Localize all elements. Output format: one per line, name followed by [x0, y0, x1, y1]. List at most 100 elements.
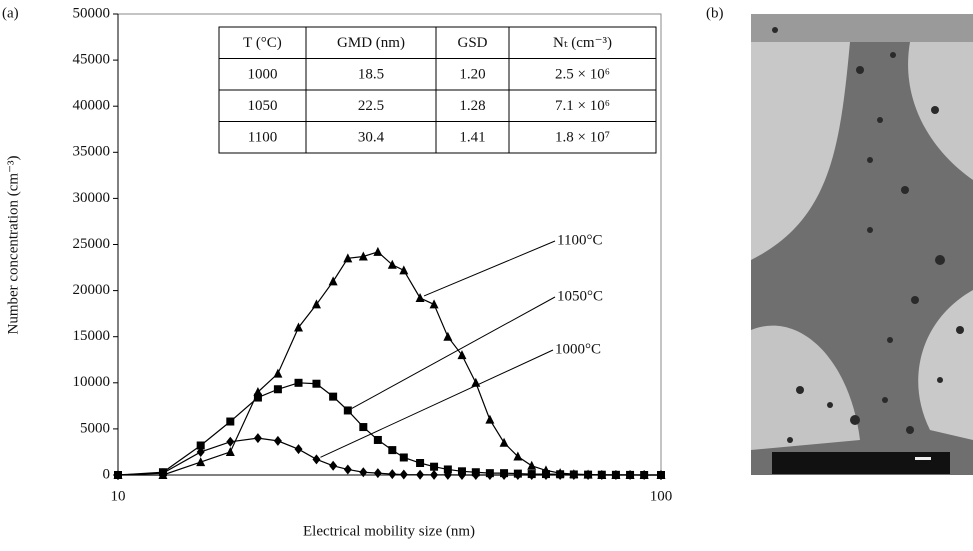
marker: [273, 385, 282, 394]
marker: [329, 460, 338, 471]
marker: [253, 433, 262, 444]
table-header: T (°C): [243, 35, 282, 51]
marker: [253, 393, 262, 402]
marker: [527, 460, 537, 470]
marker: [373, 468, 382, 479]
series-label: 1000°C: [555, 341, 601, 357]
x-tick-label: 10: [111, 488, 126, 504]
y-tick-label: 20000: [73, 282, 111, 298]
marker: [196, 441, 205, 450]
panel-label: (b): [706, 5, 724, 21]
marker: [158, 468, 167, 479]
marker: [443, 469, 452, 480]
y-axis-label: Number concentration (cm⁻³): [5, 155, 21, 334]
y-tick-label: 45000: [73, 52, 111, 68]
marker: [399, 265, 409, 275]
y-tick-label: 5000: [80, 420, 110, 436]
marker: [294, 378, 303, 387]
marker: [513, 470, 522, 480]
marker: [399, 453, 408, 462]
marker: [430, 469, 439, 480]
y-tick-label: 10000: [73, 374, 111, 390]
series-label: 1050°C: [557, 288, 603, 304]
marker: [329, 392, 338, 401]
marker: [373, 246, 383, 256]
leader-line: [320, 349, 554, 458]
leader-line: [351, 296, 556, 409]
marker: [358, 251, 368, 261]
table-cell: 1.41: [459, 130, 485, 146]
marker: [485, 414, 495, 424]
marker: [196, 446, 205, 457]
marker: [343, 253, 353, 263]
table-cell: 2.5 × 10⁶: [555, 67, 610, 83]
table-cell: 1050: [248, 98, 278, 114]
marker: [225, 446, 235, 456]
marker: [388, 446, 397, 455]
marker: [471, 470, 480, 480]
x-tick-label: 100: [650, 488, 673, 504]
marker: [513, 451, 523, 461]
x-axis-label: Electrical mobility size (nm): [303, 523, 475, 539]
marker: [443, 331, 453, 341]
marker: [273, 368, 283, 378]
table-cell: 18.5: [358, 67, 384, 83]
marker: [311, 299, 321, 309]
marker: [485, 470, 494, 480]
marker: [387, 259, 397, 269]
marker: [359, 423, 368, 432]
marker: [373, 435, 382, 444]
marker: [527, 470, 536, 480]
panel-label: (a): [2, 5, 19, 21]
marker: [541, 470, 550, 480]
table-cell: 30.4: [358, 130, 385, 146]
y-tick-label: 35000: [73, 144, 111, 160]
marker: [359, 467, 368, 478]
marker: [569, 470, 578, 480]
marker: [312, 379, 321, 388]
y-tick-label: 0: [103, 466, 111, 482]
marker: [226, 436, 235, 447]
marker: [196, 457, 206, 467]
marker: [500, 470, 509, 480]
y-tick-label: 40000: [73, 98, 111, 114]
marker: [312, 454, 321, 465]
marker: [416, 459, 425, 468]
table-cell: 1.20: [459, 67, 485, 83]
marker: [294, 444, 303, 455]
table-header: Nₜ (cm⁻³): [553, 35, 612, 51]
marker: [430, 462, 439, 471]
marker: [399, 469, 408, 480]
table-cell: 22.5: [358, 98, 384, 114]
y-tick-label: 25000: [73, 236, 111, 252]
y-tick-label: 30000: [73, 190, 111, 206]
marker: [343, 406, 352, 415]
marker: [457, 350, 467, 360]
marker: [640, 470, 649, 480]
marker: [429, 299, 439, 309]
marker: [443, 465, 452, 474]
marker: [597, 470, 606, 480]
table-cell: 1.28: [459, 98, 485, 114]
table-cell: 7.1 × 10⁶: [555, 98, 610, 114]
leader-line: [423, 240, 556, 297]
marker: [273, 435, 282, 446]
marker: [457, 470, 466, 480]
marker: [294, 322, 304, 332]
marker: [611, 470, 620, 480]
table-cell: 1.8 × 10⁷: [555, 130, 610, 146]
y-tick-label: 15000: [73, 328, 111, 344]
marker: [415, 292, 425, 302]
marker: [657, 470, 665, 480]
y-tick-label: 50000: [73, 5, 111, 21]
table-cell: 1100: [248, 130, 277, 146]
marker: [499, 437, 509, 447]
marker: [626, 470, 635, 480]
marker: [584, 470, 593, 480]
series-label: 1100°C: [557, 232, 602, 248]
table-header: GMD (nm): [337, 35, 405, 51]
marker: [556, 470, 565, 480]
marker: [226, 417, 235, 426]
